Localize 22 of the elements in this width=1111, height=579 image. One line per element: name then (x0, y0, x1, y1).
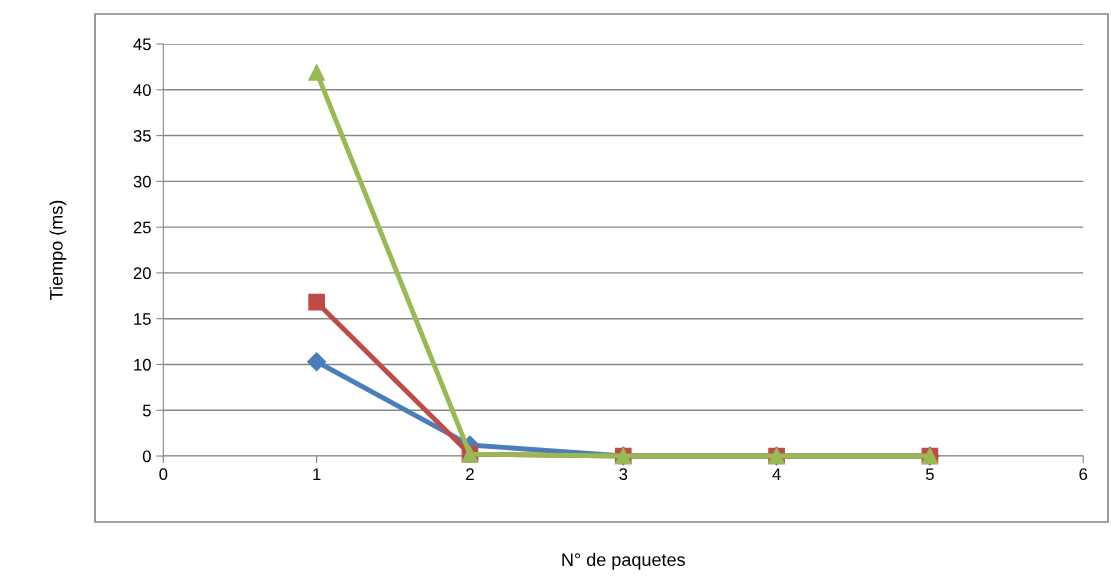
y-tick-label: 35 (133, 129, 151, 142)
y-tick-label: 25 (133, 221, 151, 234)
y-tick-label: 20 (133, 267, 151, 280)
y-axis-title: Tiempo (ms) (49, 200, 67, 300)
x-tick-label: 2 (466, 468, 474, 480)
point (308, 293, 325, 311)
y-tick-label: 10 (134, 358, 151, 371)
y-tick-label: 40 (133, 84, 151, 96)
y-tick-label: 45 (133, 38, 151, 51)
y-tick-label: 0 (142, 450, 151, 463)
point (307, 352, 327, 372)
x-tick-label: 0 (159, 468, 168, 481)
x-tick-label: 3 (619, 468, 628, 481)
y-tick-label: 5 (142, 404, 151, 417)
x-axis-title: N° de paquetes (562, 552, 685, 570)
x-tick-label: 1 (313, 468, 321, 480)
y-tick-label: 15 (134, 313, 151, 325)
point (308, 64, 325, 81)
x-tick-label: 4 (772, 468, 781, 480)
x-tick-label: 6 (1079, 468, 1088, 481)
y-tick-label: 30 (133, 175, 151, 188)
x-tick-label: 5 (925, 468, 934, 481)
